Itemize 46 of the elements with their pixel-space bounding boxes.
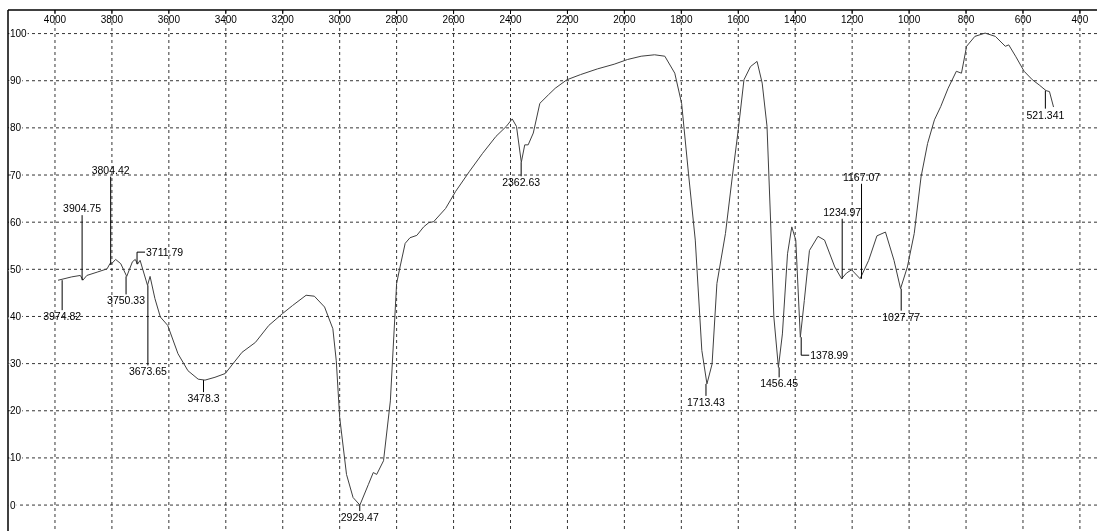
y-tick-label: 100	[10, 28, 28, 40]
annotation: 1456.45	[760, 377, 799, 390]
x-tick-label: 1600	[727, 14, 750, 25]
x-tick-label: 800	[957, 14, 975, 25]
annotation: 3711.79	[146, 245, 184, 258]
y-tick-label: 40	[10, 310, 22, 322]
x-tick-label: 3200	[271, 14, 295, 25]
annotation: 3673.65	[128, 365, 168, 378]
annotation: 3478.3	[187, 392, 220, 405]
annotation: 3750.33	[107, 294, 146, 307]
x-tick-label: 1800	[670, 14, 693, 25]
x-tick-label: 4000	[43, 14, 67, 25]
annotation: 1713.43	[686, 395, 726, 408]
annotation: 2929.47	[340, 511, 379, 524]
annotation: 3904.75	[63, 202, 102, 215]
y-tick-label: 90	[10, 75, 22, 87]
y-tick-label: 60	[10, 216, 22, 228]
x-tick-label: 2800	[385, 14, 409, 25]
y-tick-label: 50	[10, 263, 22, 275]
y-tick-label: 80	[10, 122, 22, 134]
annotation: 2362.63	[502, 176, 541, 189]
x-tick-label: 600	[1014, 14, 1032, 25]
x-tick-label: 400	[1071, 14, 1089, 25]
annotation: 3974.82	[43, 310, 82, 323]
x-tick-label: 1000	[897, 14, 921, 25]
annotation: 521.341	[1026, 108, 1065, 121]
x-tick-label: 2000	[613, 14, 636, 25]
annotation: 1027.77	[882, 310, 921, 323]
x-tick-label: 3600	[157, 14, 181, 25]
x-tick-label: 1400	[784, 14, 807, 25]
x-tick-label: 2200	[556, 14, 580, 25]
y-tick-label: 30	[10, 358, 22, 370]
annotation: 1234.97	[823, 205, 862, 218]
annotation: 1167.07	[842, 170, 881, 183]
y-tick-label: 70	[10, 169, 22, 181]
y-tick-label: 0	[10, 499, 16, 511]
x-tick-label: 3400	[214, 14, 238, 25]
x-tick-label: 1200	[841, 14, 864, 25]
y-tick-label: 20	[10, 405, 22, 417]
annotation: 3804.42	[91, 163, 130, 176]
annotation: 1378.99	[810, 348, 849, 361]
y-tick-label: 10	[10, 452, 22, 464]
x-tick-label: 3000	[328, 14, 352, 25]
x-tick-label: 3800	[100, 14, 124, 25]
x-tick-label: 2400	[499, 14, 523, 25]
x-tick-label: 2600	[442, 14, 466, 25]
